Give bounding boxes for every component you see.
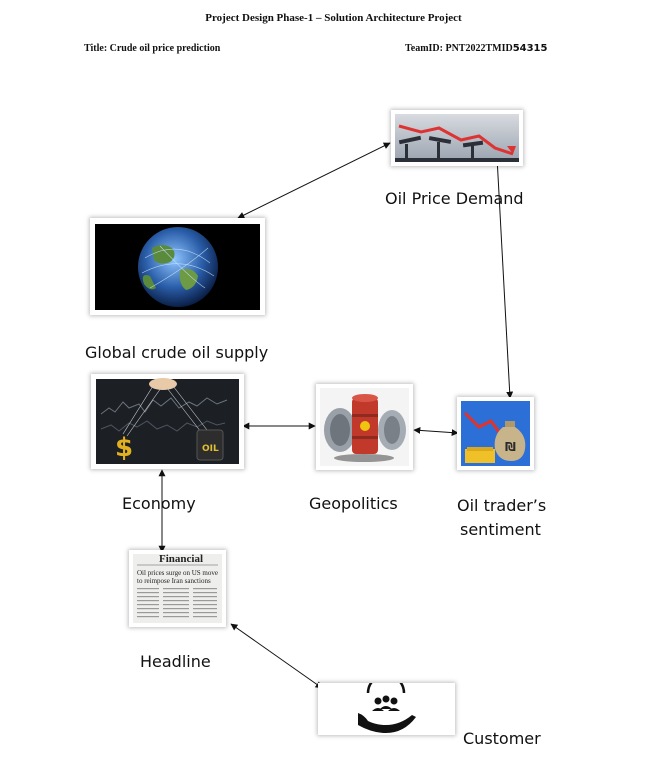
geopolitics-image	[316, 384, 413, 470]
arrow-demand-sentiment	[493, 156, 514, 399]
arrow-demand-supply	[237, 142, 391, 219]
oil-price-demand-image	[391, 110, 523, 166]
project-title: Title: Crude oil price prediction	[84, 43, 221, 54]
oil-barrel-icon	[320, 388, 409, 466]
trader-sentiment-image: ₪	[457, 397, 534, 470]
globe-icon	[95, 224, 260, 310]
svg-text:$: $	[115, 433, 133, 463]
svg-text:OIL: OIL	[202, 444, 219, 454]
team-id-suffix: 54315	[512, 43, 548, 54]
page-title: Project Design Phase-1 – Solution Archit…	[205, 12, 462, 24]
arrow-headline-customer	[230, 623, 323, 689]
economy-image: $ OIL	[91, 374, 244, 469]
global-supply-label: Global crude oil supply	[85, 343, 269, 362]
svg-text:Oil prices surge on US move: Oil prices surge on US move	[137, 569, 218, 577]
oil-pump-chart-icon	[395, 114, 519, 162]
svg-text:Financial: Financial	[159, 553, 203, 565]
svg-text:to reimpose Iran sanctions: to reimpose Iran sanctions	[137, 577, 211, 585]
customer-image	[318, 683, 455, 735]
money-bag-chart-icon: ₪	[461, 401, 530, 466]
team-id: TeamID: PNT2022TMID54315	[405, 43, 547, 54]
global-supply-image	[90, 218, 265, 315]
headline-image: Financial Oil prices surge on US move to…	[129, 550, 226, 627]
team-id-prefix: TeamID: PNT2022TMID	[405, 43, 513, 54]
arrow-geopolitics-sentiment	[413, 426, 459, 437]
headline-label: Headline	[140, 652, 211, 671]
oil-price-demand-label: Oil Price Demand	[385, 189, 524, 208]
economy-puppet-icon: $ OIL	[96, 378, 239, 464]
customer-hand-icon	[322, 683, 451, 733]
customer-label: Customer	[463, 729, 541, 748]
trader-sentiment-label-line1: Oil trader’s	[457, 496, 547, 515]
newspaper-icon: Financial Oil prices surge on US move to…	[133, 553, 222, 623]
svg-text:₪: ₪	[505, 440, 516, 454]
economy-label: Economy	[122, 494, 196, 513]
trader-sentiment-label-line2: sentiment	[460, 520, 541, 539]
geopolitics-label: Geopolitics	[309, 494, 398, 513]
